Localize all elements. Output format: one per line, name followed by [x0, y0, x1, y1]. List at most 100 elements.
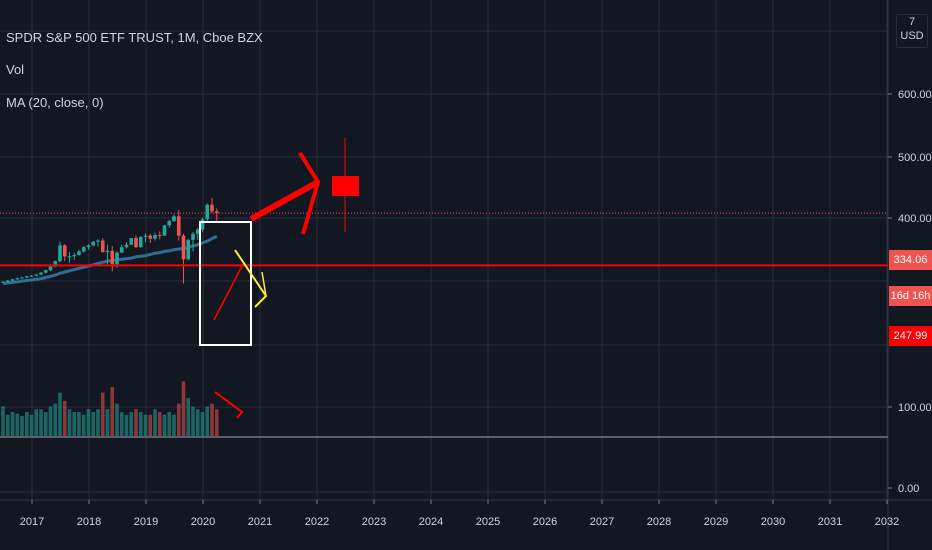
volume-bar	[1, 406, 5, 437]
candle-body	[105, 250, 110, 253]
candle-body	[157, 235, 162, 237]
candle-body	[39, 272, 43, 275]
currency-button[interactable]: 7 USD	[896, 14, 928, 48]
volume-bar	[91, 412, 96, 437]
volume-bar	[110, 387, 115, 437]
time-tick-label: 2029	[704, 516, 728, 528]
time-tick-label: 2023	[362, 516, 386, 528]
candle-body	[210, 204, 214, 212]
volume-bar	[134, 409, 138, 437]
candle-body	[34, 274, 39, 276]
volume-bar	[48, 406, 53, 437]
candle-body	[67, 256, 72, 258]
volume-bar	[53, 403, 58, 437]
volume-bar	[157, 412, 162, 437]
volume-bar	[214, 409, 219, 437]
volume-bar	[86, 409, 91, 437]
volume-bar	[176, 403, 181, 437]
volume-bar	[167, 412, 172, 437]
highlight-box	[199, 221, 252, 346]
price-tick-label: 100.00	[898, 402, 932, 414]
candle-body	[214, 211, 219, 214]
currency-top: 7	[908, 16, 916, 28]
candle-body	[53, 261, 58, 267]
symbol-legend[interactable]: SPDR S&P 500 ETF TRUST, 1M, Cboe BZX	[6, 30, 263, 45]
volume-bar	[39, 409, 43, 437]
volume-bar	[67, 409, 72, 437]
candle-body	[29, 275, 34, 277]
candle-body	[129, 238, 134, 245]
time-tick-label: 2017	[20, 516, 44, 528]
time-tick-label: 2027	[590, 516, 614, 528]
candle-body	[15, 278, 20, 280]
volume-bar	[115, 403, 119, 437]
candle-body	[24, 276, 29, 278]
projection-arrow-line	[249, 179, 320, 222]
volume-bar	[58, 392, 62, 437]
candle-body	[43, 270, 48, 273]
volume-bars	[1, 381, 219, 437]
time-tick-label: 2026	[533, 516, 557, 528]
volume-bar	[129, 412, 134, 437]
last-price-label: 334.06	[889, 250, 932, 270]
projection-arrow-head	[298, 151, 321, 235]
volume-bar	[43, 412, 48, 437]
yellow-arrow-tip	[261, 271, 267, 297]
volume-bar	[81, 414, 86, 437]
volume-bar	[181, 381, 186, 437]
time-tick-label: 2028	[647, 516, 671, 528]
candle-body	[195, 229, 200, 234]
candle-body	[72, 255, 77, 257]
candle-body	[91, 241, 96, 246]
candle-body	[110, 250, 115, 265]
currency-bottom: USD	[900, 30, 924, 42]
volume-legend[interactable]: Vol	[6, 62, 25, 77]
volume-bar	[119, 412, 124, 437]
volume-bar	[195, 409, 200, 437]
volume-bar	[24, 412, 29, 437]
volume-bar	[153, 409, 157, 437]
ma-legend[interactable]: MA (20, close, 0)	[6, 95, 104, 110]
chart-grid	[0, 0, 888, 500]
candle-body	[134, 238, 138, 248]
candle-body	[186, 239, 191, 260]
price-tick-label: 500.00	[898, 152, 932, 164]
candle-body	[58, 245, 62, 262]
volume-bar	[148, 414, 153, 437]
candle-body	[10, 279, 15, 281]
candle-body	[200, 219, 205, 230]
volume-bar	[186, 398, 191, 437]
countdown-label: 16d 16h	[889, 286, 932, 306]
candle-body	[119, 247, 124, 253]
volume-bar	[10, 412, 15, 437]
time-tick-label: 2030	[761, 516, 785, 528]
volume-arrow	[214, 391, 244, 419]
time-tick-label: 2018	[77, 516, 101, 528]
candle-body	[62, 245, 67, 257]
projected-candle-body	[332, 176, 359, 196]
volume-bar	[191, 406, 195, 437]
candle-body	[153, 235, 157, 239]
candles	[1, 198, 219, 284]
candle-body	[96, 240, 100, 242]
candle-body	[81, 247, 86, 252]
volume-bar	[138, 412, 143, 437]
volume-bar	[15, 413, 20, 437]
time-tick-label: 2019	[134, 516, 158, 528]
candle-body	[143, 235, 148, 237]
volume-bar	[5, 414, 10, 437]
candle-body	[191, 233, 195, 240]
candle-body	[48, 266, 53, 271]
volume-bar	[172, 414, 176, 437]
volume-bar	[210, 403, 214, 437]
time-tick-label: 2032	[875, 516, 899, 528]
candle-body	[1, 281, 5, 283]
candle-body	[20, 277, 24, 279]
time-tick-label: 2031	[818, 516, 842, 528]
candle-body	[167, 221, 172, 226]
moving-average-layer	[2, 234, 218, 286]
candle-body	[172, 216, 176, 222]
candle-body	[138, 236, 143, 248]
